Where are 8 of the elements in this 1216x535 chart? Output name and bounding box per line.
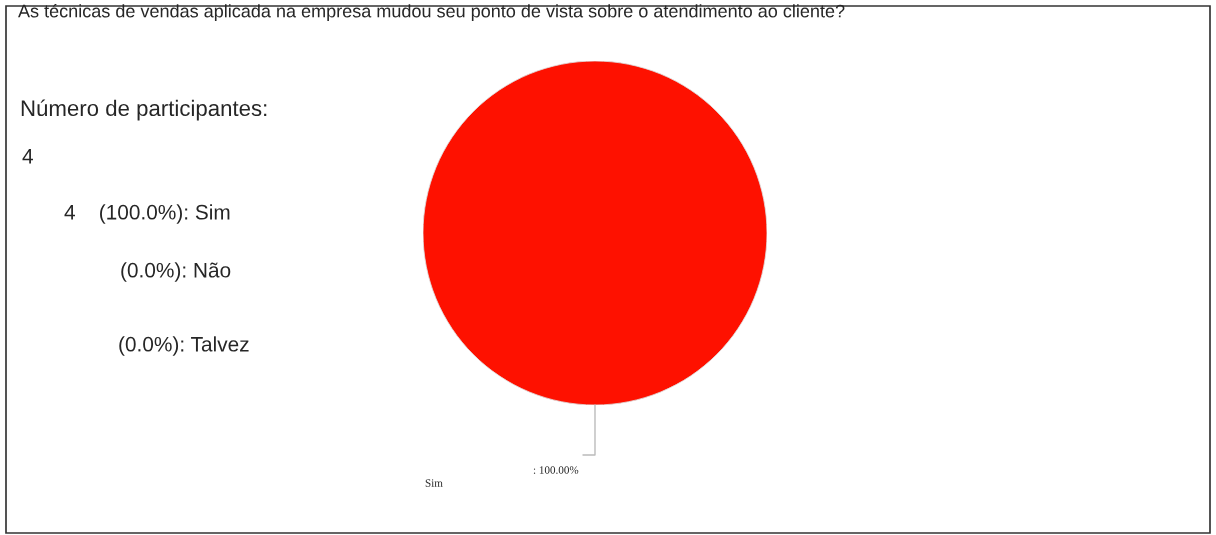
text: (0.0%): Não bbox=[121, 262, 231, 282]
text: 4 bbox=[22, 149, 33, 164]
slice-label: Sim bbox=[425, 479, 443, 487]
data-label: : 100.00% bbox=[533, 466, 579, 474]
chart-title: As técnicas de vendas aplicada na empresa mudou seu ponto de vista sobre o atendimento ao cliente? bbox=[18, 4, 845, 22]
text: Número de participantes: bbox=[21, 99, 267, 121]
text: 4 (100.0%): Sim bbox=[64, 204, 230, 224]
text: (0.0%): Talvez bbox=[119, 336, 249, 356]
